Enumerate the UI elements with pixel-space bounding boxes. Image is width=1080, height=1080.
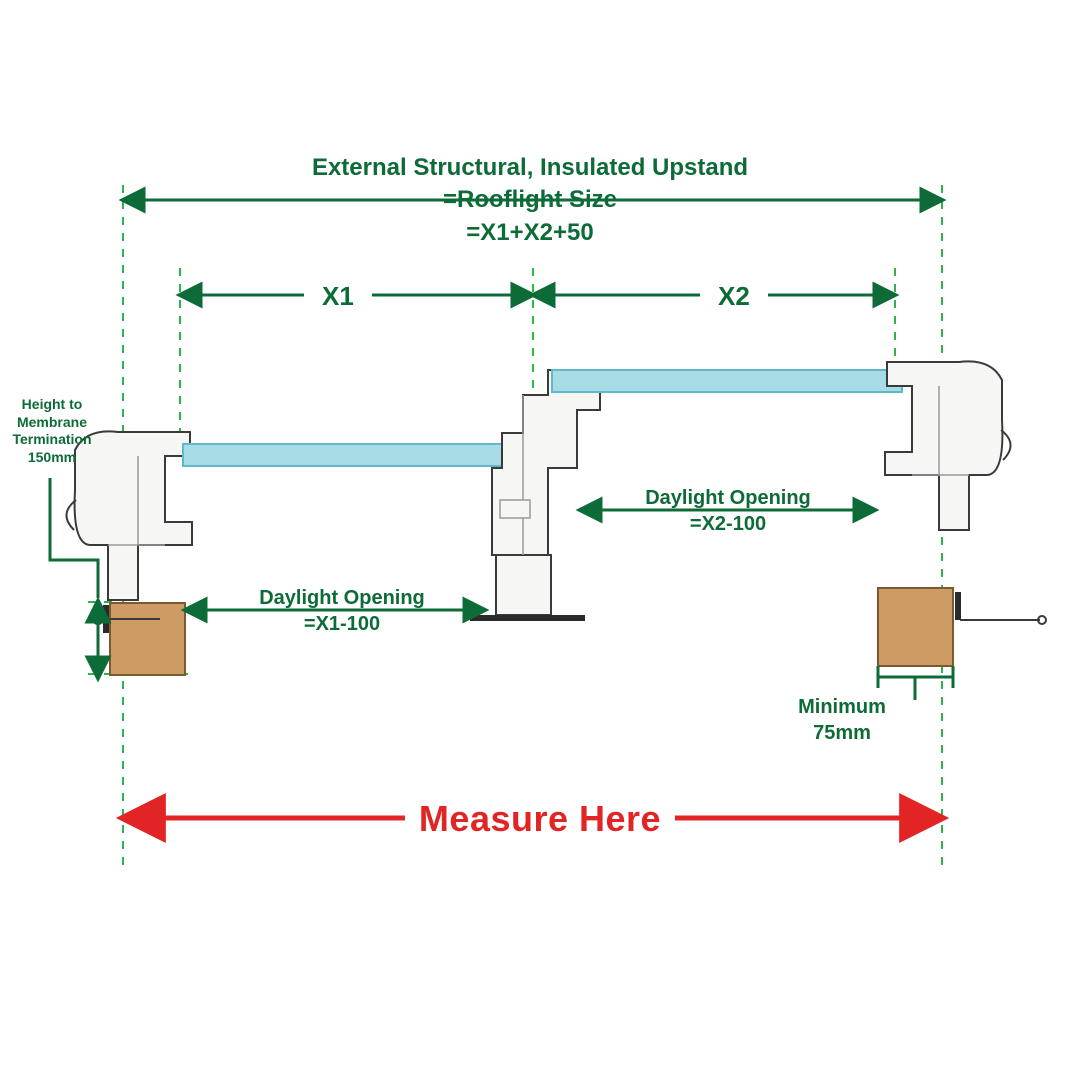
height-line1: Height to bbox=[22, 396, 83, 412]
title-line-2: =Rooflight Size bbox=[120, 184, 940, 216]
centre-mullion-section bbox=[470, 370, 600, 621]
height-line4: 150mm bbox=[28, 449, 76, 465]
right-timber-kerb bbox=[878, 588, 953, 666]
minimum-label: Minimum 75mm bbox=[772, 694, 912, 746]
daylight-left-line1: Daylight Opening bbox=[259, 587, 425, 609]
daylight-left-label: Daylight Opening =X1-100 bbox=[222, 585, 462, 637]
right-glass-pane bbox=[552, 370, 902, 392]
daylight-right-line1: Daylight Opening bbox=[645, 487, 811, 509]
measure-here-label: Measure Here bbox=[405, 798, 675, 840]
daylight-left-line2: =X1-100 bbox=[304, 613, 380, 635]
daylight-right-label: Daylight Opening =X2-100 bbox=[608, 485, 848, 537]
height-line2: Membrane bbox=[17, 414, 87, 430]
right-frame-section bbox=[885, 361, 1011, 530]
minimum-line1: Minimum bbox=[798, 696, 886, 718]
x1-label: X1 bbox=[304, 281, 372, 312]
title-block: External Structural, Insulated Upstand =… bbox=[120, 152, 940, 249]
height-label: Height to Membrane Termination 150mm bbox=[2, 396, 102, 466]
minimum-line2: 75mm bbox=[813, 722, 871, 744]
right-seal-strip bbox=[955, 592, 961, 620]
x2-label: X2 bbox=[700, 281, 768, 312]
title-line-3: =X1+X2+50 bbox=[120, 217, 940, 249]
title-line-1: External Structural, Insulated Upstand bbox=[120, 152, 940, 184]
left-glass-pane bbox=[183, 444, 518, 466]
height-line3: Termination bbox=[12, 431, 91, 447]
left-timber-kerb bbox=[110, 603, 185, 675]
daylight-right-line2: =X2-100 bbox=[690, 513, 766, 535]
